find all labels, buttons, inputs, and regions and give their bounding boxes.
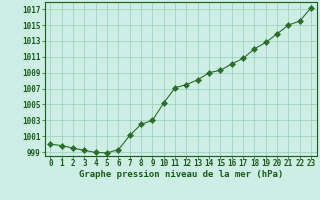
X-axis label: Graphe pression niveau de la mer (hPa): Graphe pression niveau de la mer (hPa): [79, 170, 283, 179]
